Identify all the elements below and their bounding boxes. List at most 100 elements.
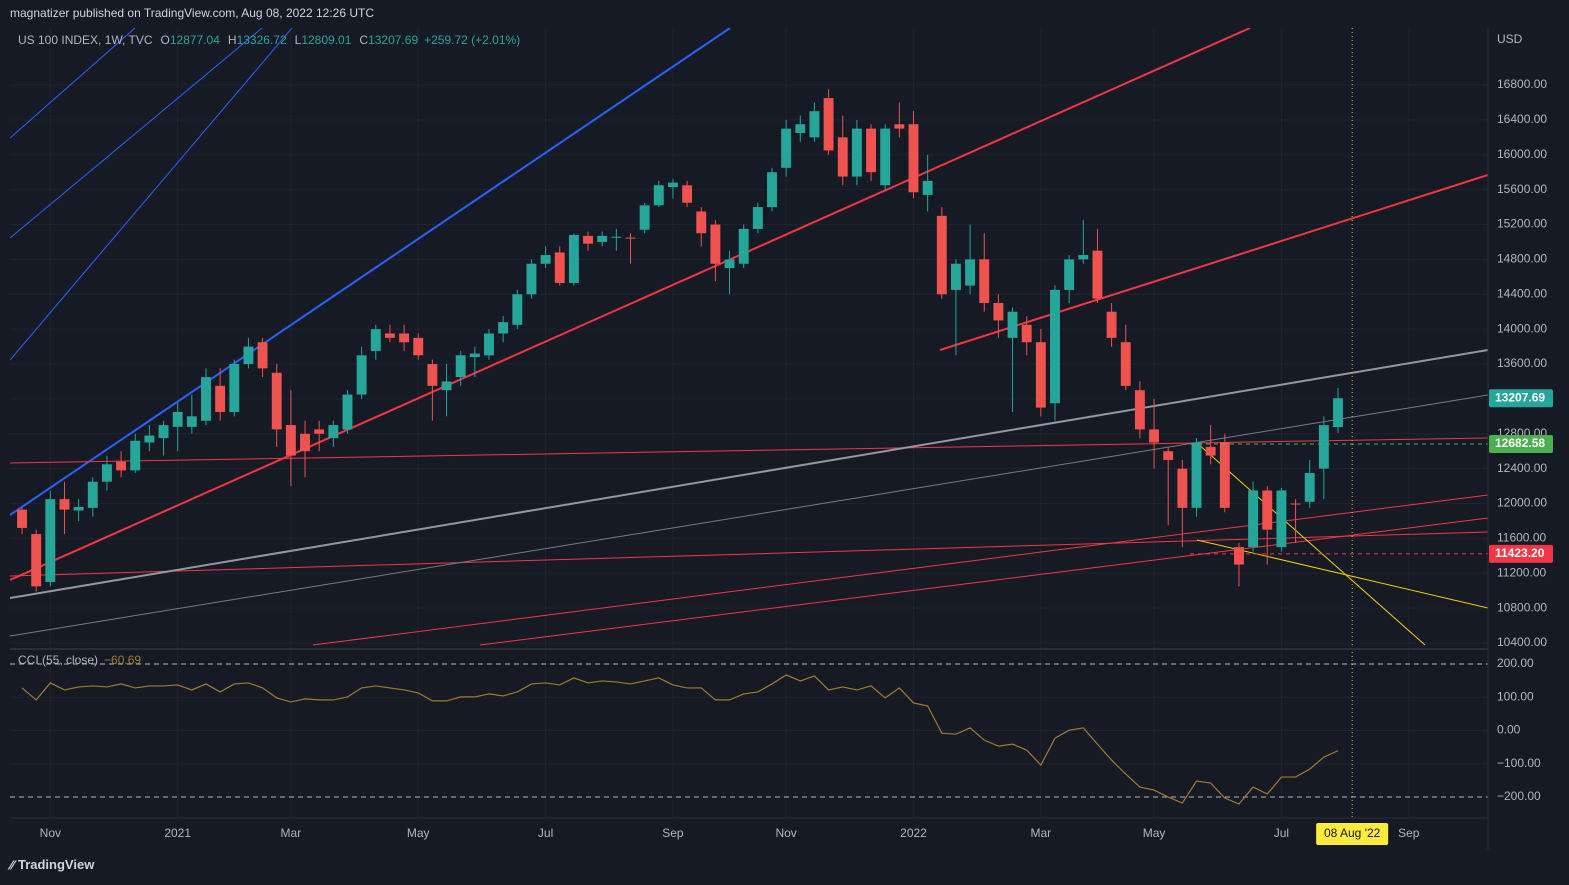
candle-body [738, 228, 749, 264]
x-tick-label: Jul [538, 826, 553, 840]
candle-body [1035, 342, 1046, 408]
candle-body [356, 355, 367, 395]
trend-line [10, 531, 1488, 577]
candle-body [328, 425, 339, 439]
trend-line [1196, 539, 1488, 609]
ohlc-value: 13207.69 [368, 33, 418, 47]
y-tick-label: 11200.00 [1497, 565, 1546, 579]
y-tick-label: 14000.00 [1497, 321, 1547, 335]
x-tick-label: 2022 [900, 826, 927, 840]
candle-body [384, 333, 395, 338]
candle-body [441, 381, 452, 391]
candle-body [767, 172, 777, 208]
candle-body [1205, 446, 1216, 456]
trend-line [10, 28, 1251, 581]
ohlc-letter: H [228, 33, 237, 47]
candle-body [1219, 442, 1230, 508]
candle-body [31, 534, 42, 587]
candle-body [342, 394, 353, 430]
x-tick-label: Nov [775, 826, 796, 840]
y-tick-label: 13600.00 [1497, 356, 1547, 370]
candle-body [1276, 490, 1287, 548]
candle-body [1177, 468, 1188, 508]
trend-line [939, 174, 1488, 351]
candle-body [894, 124, 905, 129]
drawings [10, 28, 1488, 646]
candle-body [130, 440, 141, 471]
trend-line [312, 494, 1488, 646]
y-tick-label: 12400.00 [1497, 461, 1547, 475]
candle-body [908, 124, 919, 193]
candle-body [993, 302, 1004, 321]
candle-body [568, 234, 579, 283]
price-badge [1489, 544, 1553, 563]
candle-body [823, 98, 834, 151]
trend-line [10, 28, 136, 139]
crosshair-badge [1316, 823, 1389, 845]
y-tick-label: 11600.00 [1497, 531, 1546, 545]
candle-body [1248, 490, 1259, 548]
x-tick-label: Mar [1031, 826, 1052, 840]
candle-body [285, 425, 296, 456]
candle-body [1304, 473, 1315, 502]
candle-body [1262, 490, 1273, 530]
candle-body [795, 124, 806, 133]
publisher: magnatizer published on TradingView.com,… [10, 6, 374, 20]
x-tick-label: 2021 [164, 826, 191, 840]
candle-body [809, 111, 820, 138]
trend-line [10, 349, 1488, 599]
candle-body [469, 353, 480, 358]
last-price-label: 13207.69 [1495, 390, 1545, 404]
candle-body [866, 128, 876, 173]
symbol: US 100 INDEX, 1W, TVC [18, 33, 153, 47]
y-tick-label: 0.00 [1497, 723, 1521, 737]
y-tick-label: 200.00 [1497, 656, 1534, 670]
candle-body [554, 252, 565, 283]
ohlc-letter: L [295, 33, 302, 47]
candle-body [314, 429, 325, 434]
y-tick-label: 10800.00 [1497, 600, 1547, 614]
y-tick-label: 16400.00 [1497, 112, 1547, 126]
candle-body [1191, 442, 1202, 508]
candle-body [87, 481, 98, 508]
candle-body [186, 416, 197, 427]
candle-body [300, 433, 310, 452]
candle-body [484, 333, 494, 356]
x-tick-label: May [407, 826, 430, 840]
candle-body [667, 182, 678, 188]
candle-body [498, 322, 509, 334]
candle-body [116, 461, 127, 471]
trend-line [1196, 442, 1426, 646]
trend-line [479, 517, 1488, 646]
trend-line [10, 28, 731, 516]
candle-body [781, 128, 792, 168]
candle-body [1149, 429, 1160, 443]
candle-body [922, 180, 933, 195]
candle-body [1234, 547, 1244, 565]
indicator-value: −60.69 [104, 653, 141, 667]
y-tick-label: 15600.00 [1497, 182, 1547, 196]
candle-body [215, 385, 226, 412]
candle-body [540, 255, 551, 264]
candle-body [639, 205, 650, 230]
candle-body [229, 364, 240, 412]
trend-line [10, 28, 263, 239]
candle-body [752, 207, 763, 229]
candle-body [243, 346, 254, 365]
candle-body [144, 435, 155, 443]
x-tick-label: Nov [40, 826, 61, 840]
candle-body [696, 211, 707, 234]
y-tick-label: −100.00 [1497, 756, 1541, 770]
candle-body [653, 185, 664, 206]
x-tick-label: May [1143, 826, 1166, 840]
candle-body [682, 185, 693, 203]
candle-body [979, 259, 990, 303]
candle-body [73, 507, 84, 511]
candle-body [455, 355, 466, 378]
candle-body [399, 333, 410, 343]
candle-body [101, 464, 112, 482]
cci-legend: CCI (55, close) −60.69 [18, 653, 141, 667]
y-tick-label: 16800.00 [1497, 77, 1547, 91]
ohlc-letter: C [359, 33, 368, 47]
x-tick-label: Sep [1398, 826, 1420, 840]
